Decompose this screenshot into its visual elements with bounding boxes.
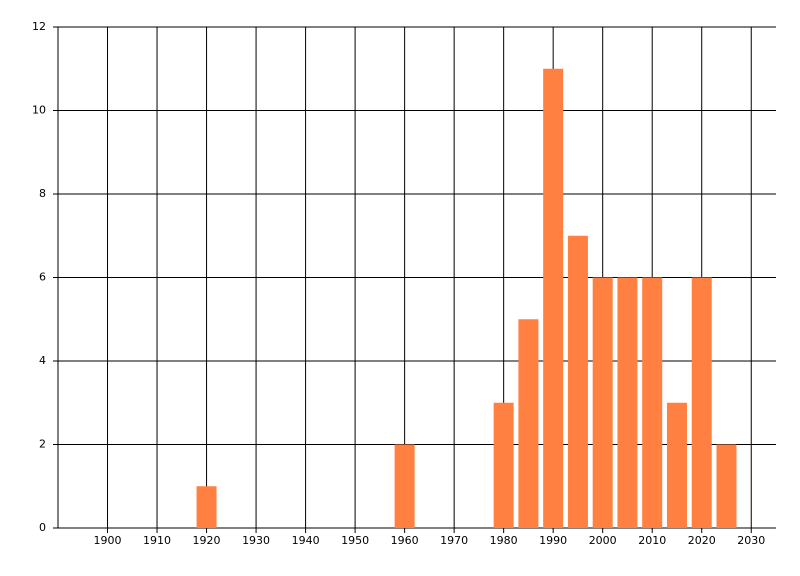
y-tick-label: 12 — [32, 20, 46, 33]
y-tick-label: 4 — [39, 354, 46, 367]
x-tick-label: 1980 — [490, 534, 518, 547]
y-tick-label: 0 — [39, 521, 46, 534]
bar — [642, 277, 663, 528]
y-tick-label: 6 — [39, 271, 46, 284]
bar — [567, 235, 588, 528]
bar — [493, 402, 514, 528]
bar — [196, 486, 217, 528]
bar — [691, 277, 712, 528]
bar — [394, 444, 415, 528]
x-tick-label: 2030 — [737, 534, 765, 547]
bar — [592, 277, 613, 528]
x-tick-label: 1990 — [539, 534, 567, 547]
y-tick-label: 8 — [39, 187, 46, 200]
bar — [666, 402, 687, 528]
bar — [543, 68, 564, 528]
bar — [716, 444, 737, 528]
x-tick-label: 1960 — [391, 534, 419, 547]
x-tick-label: 1940 — [292, 534, 320, 547]
y-tick-label: 10 — [32, 104, 46, 117]
bar — [518, 319, 539, 528]
y-tick-label: 2 — [39, 438, 46, 451]
x-tick-label: 1970 — [440, 534, 468, 547]
x-tick-label: 1930 — [242, 534, 270, 547]
x-tick-label: 2010 — [638, 534, 666, 547]
x-tick-label: 1920 — [193, 534, 221, 547]
x-tick-label: 2000 — [589, 534, 617, 547]
x-tick-label: 1910 — [143, 534, 171, 547]
x-tick-label: 1950 — [341, 534, 369, 547]
x-tick-label: 1900 — [94, 534, 122, 547]
x-tick-label: 2020 — [688, 534, 716, 547]
bar — [617, 277, 638, 528]
